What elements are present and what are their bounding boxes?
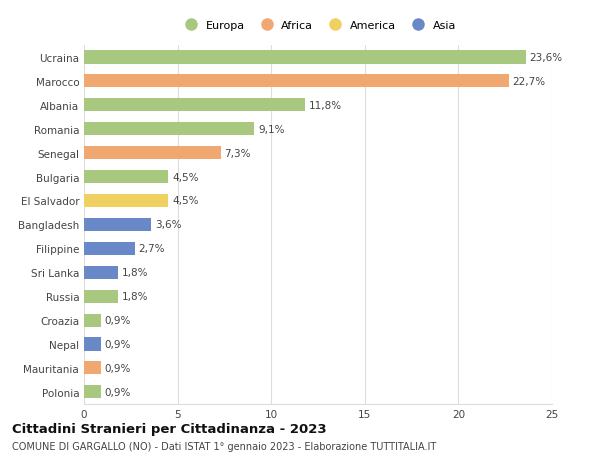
Bar — [84, 314, 101, 327]
Text: 0,9%: 0,9% — [104, 339, 131, 349]
Text: 0,9%: 0,9% — [104, 387, 131, 397]
Text: 11,8%: 11,8% — [308, 101, 342, 111]
Bar — [84, 242, 134, 255]
Bar — [84, 386, 101, 398]
Bar — [84, 290, 118, 303]
Text: 23,6%: 23,6% — [530, 53, 563, 63]
Bar — [84, 51, 526, 64]
Bar — [84, 75, 509, 88]
Bar — [84, 123, 254, 136]
Text: 22,7%: 22,7% — [512, 77, 546, 87]
Bar — [84, 266, 118, 279]
Bar — [84, 338, 101, 351]
Bar — [84, 171, 168, 184]
Bar — [84, 147, 221, 160]
Text: 7,3%: 7,3% — [224, 148, 251, 158]
Text: 4,5%: 4,5% — [172, 196, 199, 206]
Text: Cittadini Stranieri per Cittadinanza - 2023: Cittadini Stranieri per Cittadinanza - 2… — [12, 422, 326, 435]
Text: 4,5%: 4,5% — [172, 172, 199, 182]
Text: 1,8%: 1,8% — [121, 268, 148, 278]
Bar — [84, 99, 305, 112]
Text: 3,6%: 3,6% — [155, 220, 182, 230]
Text: COMUNE DI GARGALLO (NO) - Dati ISTAT 1° gennaio 2023 - Elaborazione TUTTITALIA.I: COMUNE DI GARGALLO (NO) - Dati ISTAT 1° … — [12, 441, 436, 451]
Text: 1,8%: 1,8% — [121, 291, 148, 302]
Text: 2,7%: 2,7% — [138, 244, 165, 254]
Bar — [84, 195, 168, 207]
Text: 9,1%: 9,1% — [258, 124, 284, 134]
Text: 0,9%: 0,9% — [104, 363, 131, 373]
Bar — [84, 362, 101, 375]
Bar — [84, 218, 151, 231]
Legend: Europa, Africa, America, Asia: Europa, Africa, America, Asia — [178, 19, 458, 33]
Text: 0,9%: 0,9% — [104, 315, 131, 325]
